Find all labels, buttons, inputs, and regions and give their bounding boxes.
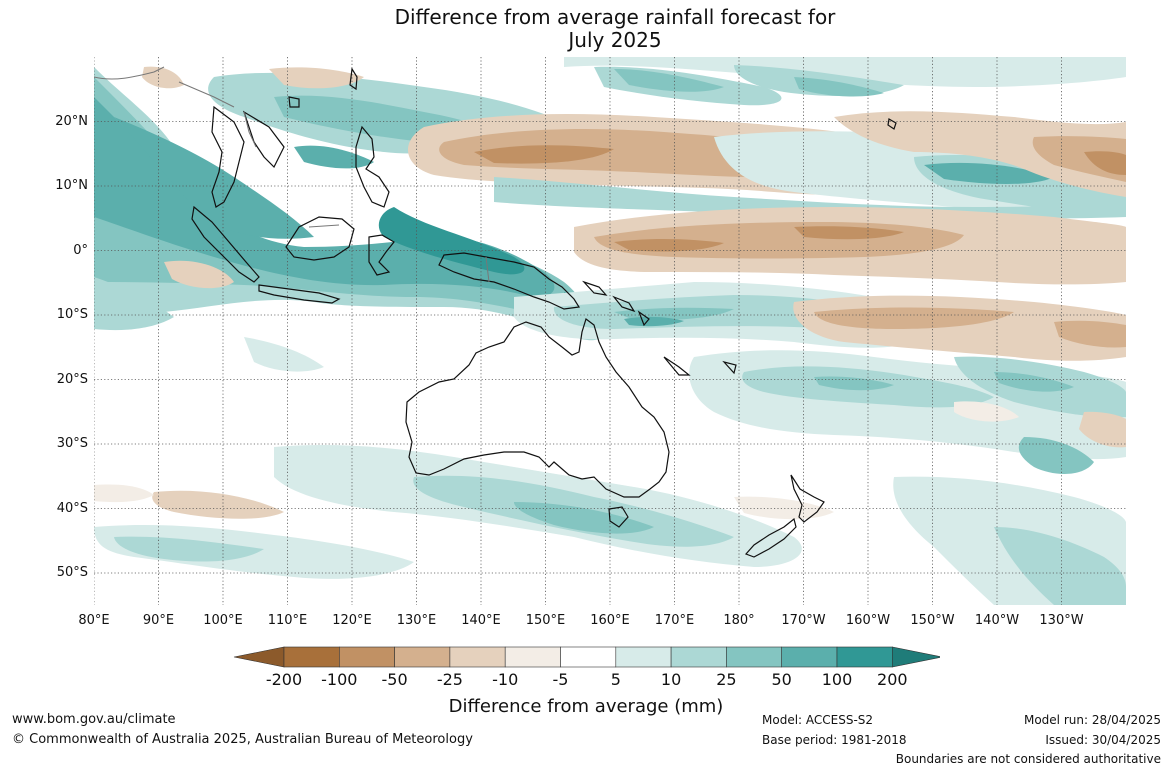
colorbar-tick-label: 50 — [771, 670, 792, 689]
lon-label: 140°W — [974, 613, 1020, 628]
lon-label: 130°W — [1039, 613, 1084, 628]
colorbar-segment — [726, 646, 782, 668]
colorbar-tick-label: -10 — [492, 670, 519, 689]
colorbar-segment — [504, 646, 561, 668]
colorbar-segment — [339, 646, 395, 668]
lat-label: 40°S — [56, 500, 88, 516]
graticule — [94, 57, 1126, 605]
colorbar-tick-label: -200 — [265, 670, 303, 689]
footer-base-period: Base period: 1981-2018 — [762, 733, 907, 747]
colorbar-tick-label: 10 — [660, 670, 682, 689]
lat-label: 50°S — [56, 565, 88, 580]
lon-label: 140°E — [461, 613, 501, 628]
colorbar-over-arrow — [891, 646, 940, 668]
coastlines — [191, 67, 897, 558]
lon-label: 130°E — [396, 613, 437, 628]
rainfall-anomaly-map — [94, 57, 1126, 605]
lon-label: 160°E — [590, 613, 630, 628]
lon-label: 180° — [723, 613, 755, 628]
footer-model-run: Model run: 28/04/2025 — [1023, 713, 1161, 727]
lon-label: 120°E — [332, 613, 372, 628]
map-title-line-1: Difference from average rainfall forecas… — [394, 5, 836, 29]
colorbar-tick-label: 25 — [716, 670, 737, 689]
colorbar-segment — [836, 646, 893, 668]
lat-label: 30°S — [56, 436, 88, 451]
lat-label: 0° — [73, 242, 88, 258]
map-canvas — [94, 57, 1126, 605]
colorbar-tick-label: 100 — [821, 670, 853, 689]
lon-label: 80°E — [78, 613, 110, 628]
footer-model: Model: ACCESS-S2 — [762, 713, 874, 727]
lat-label: 20°S — [56, 371, 88, 387]
colorbar-segment — [781, 646, 838, 668]
footer-copyright: © Commonwealth of Australia 2025, Austra… — [12, 732, 473, 747]
footer-issued: Issued: 30/04/2025 — [1045, 733, 1161, 747]
colorbar — [233, 646, 940, 668]
lon-label: 160°W — [845, 613, 891, 628]
lon-label: 170°E — [654, 613, 695, 628]
colorbar-tick-label: -5 — [552, 670, 569, 689]
lat-label: 10°N — [55, 178, 88, 193]
footer-url: www.bom.gov.au/climate — [12, 712, 176, 727]
colorbar-segment — [670, 646, 727, 668]
colorbar-title: Difference from average (mm) — [448, 696, 724, 717]
colorbar-tick-label: -100 — [321, 670, 358, 689]
lon-label: 100°E — [203, 613, 243, 628]
colorbar-tick-label: 5 — [610, 670, 621, 689]
lon-label: 170°W — [781, 613, 826, 628]
lon-label: 90°E — [142, 613, 175, 628]
lon-label: 150°E — [525, 613, 566, 628]
colorbar-tick-label: -50 — [381, 670, 408, 689]
lon-label: 150°W — [910, 613, 955, 628]
colorbar-segment — [394, 646, 451, 668]
colorbar-under-arrow — [233, 646, 285, 668]
anomaly-field — [94, 57, 1126, 605]
colorbar-tick-label: 200 — [877, 670, 908, 689]
footer-disclaimer: Boundaries are not considered authoritat… — [895, 752, 1161, 766]
colorbar-segment — [615, 646, 672, 668]
lat-label: 10°S — [56, 307, 88, 322]
country-borders — [94, 66, 490, 283]
map-title-line-2: July 2025 — [568, 28, 662, 52]
colorbar-segment — [560, 646, 617, 668]
colorbar-segment — [449, 646, 506, 668]
colorbar-segment — [283, 646, 340, 668]
lon-label: 110°E — [267, 613, 308, 628]
lat-label: 20°N — [55, 113, 88, 129]
colorbar-tick-label: -25 — [436, 670, 463, 689]
